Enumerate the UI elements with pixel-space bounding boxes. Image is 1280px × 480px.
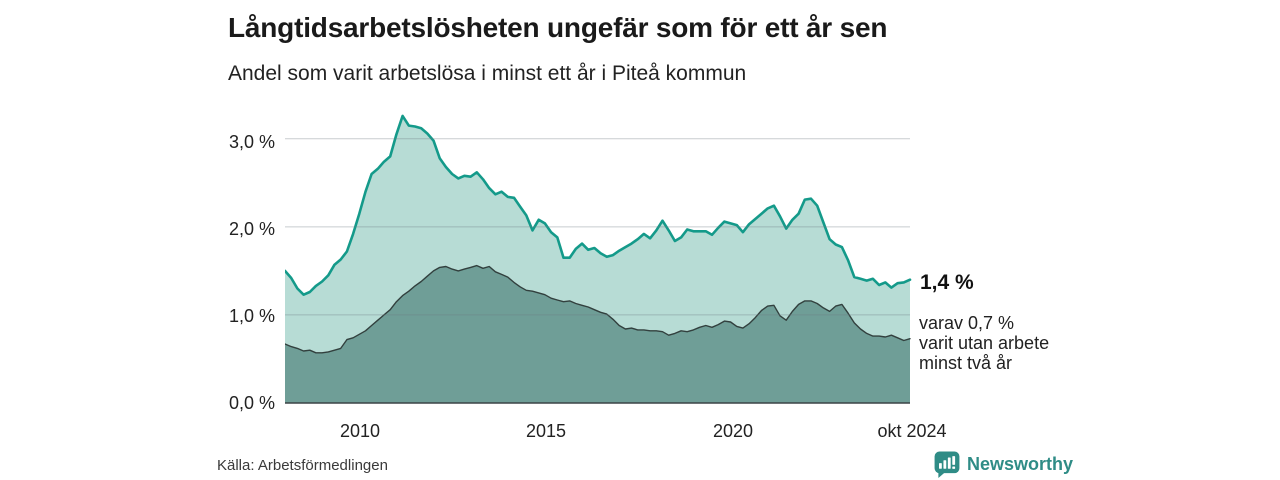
line-series-1	[285, 114, 912, 296]
y-tick-2: 2,0 %	[228, 219, 275, 239]
brand-name: Newsworthy	[967, 454, 1074, 474]
x-tick-2010: 2010	[339, 421, 381, 441]
x-tick-2015: 2015	[525, 421, 567, 441]
chart-title: Långtidsarbetslösheten ungefär som för e…	[228, 12, 888, 43]
chart-subtitle: Andel som varit arbetslösa i minst ett å…	[228, 62, 747, 85]
y-tick-3: 3,0 %	[228, 132, 275, 152]
area-series-2	[285, 265, 910, 403]
y-tick-1: 1,0 %	[228, 306, 275, 326]
newsworthy-logo-icon	[934, 451, 960, 478]
area-chart	[285, 114, 912, 404]
x-tick-2020: 2020	[712, 421, 754, 441]
line-series-2	[285, 264, 911, 354]
x-tick-okt-2024: okt 2024	[877, 421, 947, 441]
source-note: Källa: Arbetsförmedlingen	[217, 457, 388, 474]
brand-lockup: Newsworthy	[934, 451, 1073, 478]
end-value-sublabel: varav 0,7 % varit utan arbete minst två …	[919, 313, 1050, 373]
y-tick-0: 0,0 %	[228, 393, 275, 413]
end-value-label: 1,4 %	[920, 271, 974, 294]
